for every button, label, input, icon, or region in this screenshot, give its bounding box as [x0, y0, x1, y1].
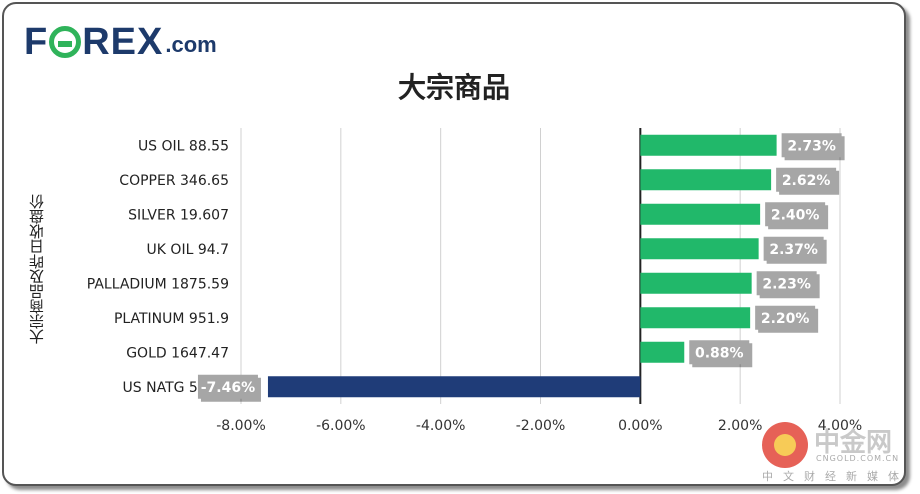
chart-title: 大宗商品 — [397, 71, 510, 104]
data-label-box — [755, 305, 816, 330]
bar — [267, 376, 641, 398]
data-label-box — [765, 202, 826, 227]
data-label: -7.46% — [197, 374, 261, 402]
bar — [640, 169, 772, 191]
bar — [640, 272, 752, 294]
bar — [640, 203, 761, 225]
data-label: 2.73% — [781, 133, 845, 161]
category-label: UK OIL 94.7 — [147, 242, 229, 258]
x-tick-label: 2.00% — [718, 418, 762, 434]
data-label-box — [776, 167, 837, 192]
x-tick-label: 4.00% — [818, 418, 862, 434]
x-tick-label: -2.00% — [516, 418, 566, 434]
data-label-box — [756, 271, 817, 296]
bar — [640, 134, 777, 156]
data-label-text: 2.62% — [782, 173, 831, 189]
watermark-url: CNGOLD.COM.CN — [816, 454, 900, 463]
data-label-text: 0.88% — [695, 345, 744, 361]
forex-logo: F REX .com — [24, 18, 217, 62]
data-label: 2.20% — [755, 305, 819, 333]
bar — [640, 341, 685, 363]
cngold-watermark: 中金网 CNGOLD.COM.CN 中文财经新媒体 — [762, 420, 912, 486]
data-label-box — [689, 340, 750, 365]
category-label: US OIL 88.55 — [138, 138, 229, 154]
data-label-box — [763, 236, 824, 261]
bar — [640, 307, 751, 329]
data-label-text: -7.46% — [201, 380, 255, 396]
data-label: 2.37% — [763, 236, 827, 264]
data-label-text: 2.23% — [762, 276, 811, 292]
data-label-text: 2.20% — [761, 311, 810, 327]
data-label: 0.88% — [689, 340, 753, 368]
data-label-text: 2.73% — [787, 138, 836, 154]
data-label-text: 2.37% — [769, 242, 818, 258]
data-label-box — [197, 374, 258, 399]
data-label-text: 2.40% — [771, 207, 820, 223]
watermark-subtitle: 中文财经新媒体 — [762, 470, 909, 483]
watermark-name: 中金网 — [814, 428, 893, 458]
category-label: PALLADIUM 1875.59 — [87, 276, 229, 292]
category-label: SILVER 19.607 — [128, 207, 229, 223]
x-tick-label: -6.00% — [316, 418, 366, 434]
logo-o-icon — [49, 26, 82, 58]
data-label: 2.62% — [776, 167, 840, 195]
x-tick-label: 0.00% — [618, 418, 662, 434]
data-label: 2.23% — [756, 271, 820, 299]
x-tick-label: -4.00% — [416, 418, 466, 434]
data-label-box — [781, 133, 842, 158]
bar — [640, 238, 759, 260]
x-tick-label: -8.00% — [216, 418, 266, 434]
logo-wordmark: F REX — [24, 21, 164, 63]
logo-dotcom: .com — [165, 32, 217, 57]
category-label: COPPER 346.65 — [119, 173, 229, 189]
category-label: PLATINUM 951.9 — [114, 311, 229, 327]
category-label: GOLD 1647.47 — [126, 345, 229, 361]
data-label: 2.40% — [765, 202, 829, 230]
cngold-logo-icon — [762, 422, 808, 468]
